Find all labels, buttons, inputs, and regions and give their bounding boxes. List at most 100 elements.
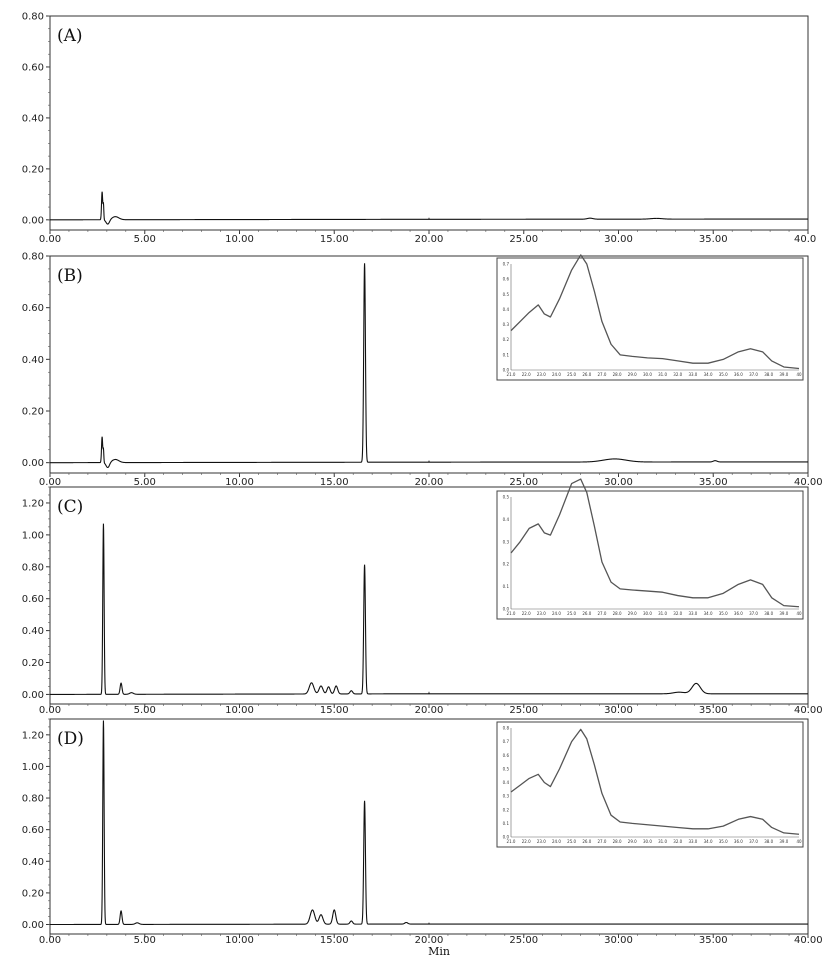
x-tick-label: 15.00 [320,935,349,946]
inset-spectrum: 0.0 0.1 0.2 0.3 0.4 0.5 21.0 22.0 23.0 24.0 25.0 26… [496,478,804,620]
inset-x-tick-label: 36.0 [734,372,743,377]
x-tick-label: 35.00 [699,705,728,716]
inset-x-tick-label: 30.0 [643,372,652,377]
inset-x-tick-label: 28.0 [613,372,622,377]
inset-spectrum-line [510,254,800,370]
y-tick-label: 0.00 [22,920,44,931]
chromatogram-panel: 0.00 0.20 0.40 0.60 0.80 1.00 1.20 0.00 5.00 10.0… [22,718,823,958]
y-tick-label: 0.60 [22,594,44,605]
inset-x-tick-label: 34.0 [704,611,713,616]
y-tick-label: 1.20 [22,730,44,741]
x-tick-label: 0.00 [39,477,61,488]
panel-label: (D) [57,729,84,749]
y-tick-label: 1.20 [22,498,44,509]
chromatogram-panel: 0.00 0.20 0.40 0.60 0.80 1.00 1.20 0.00 5.00 10.0… [22,478,823,716]
inset-y-tick-label: 0.0 [503,607,510,612]
plot-frame [49,15,809,231]
inset-y-tick-label: 0.1 [503,821,510,826]
x-tick-label: 30.00 [604,477,633,488]
y-tick-label: 0.20 [22,888,44,899]
inset-y-tick-label: 0.4 [503,307,510,312]
inset-x-tick-label: 38.0 [764,372,773,377]
x-tick-label: 40.0 [794,234,816,245]
x-tick-label: 15.00 [320,477,349,488]
inset-frame [496,490,804,620]
chromatogram-trace [50,720,808,926]
inset-x-tick-label: 29.0 [628,839,637,844]
x-tick-label: 40.00 [794,935,823,946]
y-tick-label: 0.40 [22,857,44,868]
inset-y-tick-label: 0.4 [503,780,510,785]
inset-y-tick-label: 0.7 [503,739,510,744]
y-tick-label: 0.00 [22,215,44,226]
inset-x-tick-label: 28.0 [613,839,622,844]
inset-x-tick-label: 36.0 [734,839,743,844]
y-tick-label: 0.00 [22,690,44,701]
panel-label: (B) [57,266,83,286]
chromatogram-trace [50,191,808,225]
x-tick-label: 20.00 [415,705,444,716]
x-tick-label: 30.00 [604,705,633,716]
inset-x-tick-label: 29.0 [628,372,637,377]
y-tick-label: 0.80 [22,562,44,573]
x-tick-label: 0.00 [39,705,61,716]
inset-x-tick-label: 25.0 [567,611,576,616]
x-tick-label: 0.00 [39,234,61,245]
inset-frame [496,257,804,381]
inset-x-tick-label: 26.0 [582,372,591,377]
inset-x-tick-label: 31.0 [658,839,667,844]
inset-x-tick-label: 24.0 [552,372,561,377]
inset-x-tick-label: 37.0 [749,372,758,377]
inset-x-tick-label: 27.0 [597,372,606,377]
inset-y-tick-label: 0.2 [503,807,510,812]
inset-x-tick-label: 31.0 [658,372,667,377]
y-tick-label: 0.00 [22,458,44,469]
inset-x-tick-label: 23.0 [537,839,546,844]
x-tick-label: 15.00 [320,705,349,716]
y-tick-label: 0.20 [22,164,44,175]
inset-x-tick-label: 38.0 [764,839,773,844]
x-tick-label: 20.00 [415,477,444,488]
inset-x-tick-label: 34.0 [704,839,713,844]
inset-x-tick-label: 21.0 [507,372,516,377]
inset-x-tick-label: 26.0 [582,839,591,844]
inset-y-tick-label: 0.5 [503,292,510,297]
inset-y-tick-label: 0.4 [503,517,510,522]
x-tick-label: 35.00 [699,477,728,488]
x-tick-label: 0.00 [39,935,61,946]
chromatogram-panel: 0.00 0.20 0.40 0.60 0.80 0.00 5.00 10.00 15.00 20… [22,12,817,246]
inset-y-tick-label: 0.7 [503,262,510,267]
inset-x-tick-label: 22.0 [522,372,531,377]
x-tick-label: 35.00 [699,935,728,946]
x-tick-label: 10.00 [225,477,254,488]
x-tick-label: 40.00 [794,705,823,716]
inset-x-tick-label: 37.0 [749,611,758,616]
inset-x-tick-label: 27.0 [597,611,606,616]
inset-x-tick-label: 40 [796,611,802,616]
inset-x-tick-label: 25.0 [567,372,576,377]
inset-x-tick-label: 36.0 [734,611,743,616]
chromatogram-panel: 0.00 0.20 0.40 0.60 0.80 0.00 5.00 10.00 15.00 20… [22,252,823,489]
x-tick-label: 20.00 [415,935,444,946]
y-tick-label: 0.20 [22,658,44,669]
inset-x-tick-label: 21.0 [507,611,516,616]
x-tick-label: 20.00 [415,234,444,245]
x-tick-label: 10.00 [225,705,254,716]
inset-y-tick-label: 0.3 [503,322,510,327]
y-tick-label: 0.80 [22,12,44,23]
panel-label: (C) [57,497,83,517]
x-tick-label: 30.00 [604,234,633,245]
x-tick-label: 10.00 [225,935,254,946]
inset-x-tick-label: 33.0 [688,372,697,377]
inset-x-tick-label: 25.0 [567,839,576,844]
inset-x-tick-label: 39.0 [779,372,788,377]
x-tick-label: 25.00 [509,477,538,488]
inset-y-tick-label: 0.1 [503,352,510,357]
x-axis-title: Min [428,945,450,958]
inset-x-tick-label: 31.0 [658,611,667,616]
inset-x-tick-label: 35.0 [719,611,728,616]
inset-x-tick-label: 27.0 [597,839,606,844]
y-tick-label: 0.40 [22,626,44,637]
y-tick-label: 0.80 [22,794,44,805]
x-tick-label: 30.00 [604,935,633,946]
